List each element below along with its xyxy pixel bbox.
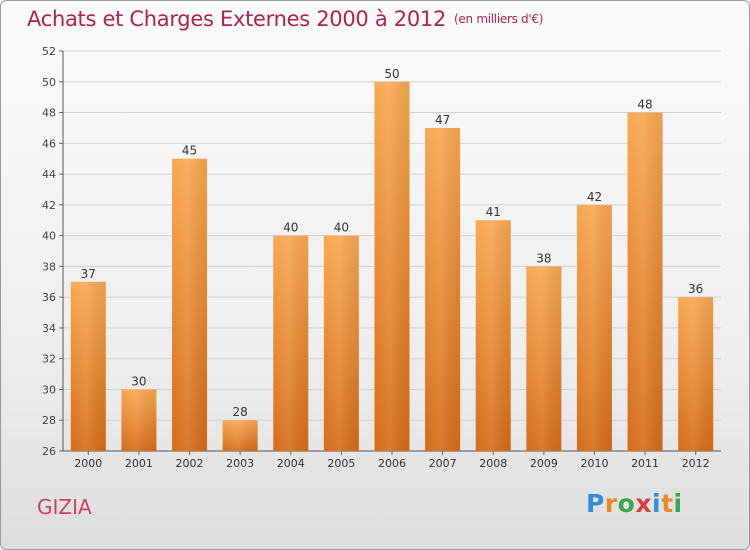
- logo-letter: i: [673, 489, 683, 518]
- x-tick-label: 2003: [226, 457, 254, 470]
- bars: [70, 81, 714, 452]
- logo-letter: t: [661, 489, 674, 518]
- x-tick-label: 2006: [378, 457, 406, 470]
- logo-letter: i: [652, 489, 662, 518]
- logo-letter: o: [617, 489, 636, 518]
- y-tick-label: 30: [42, 383, 56, 396]
- logo-letter: r: [604, 489, 618, 518]
- y-tick-label: 48: [42, 107, 56, 120]
- bar-shine: [678, 297, 714, 451]
- y-tick-label: 34: [42, 322, 56, 335]
- y-tick-label: 32: [42, 353, 56, 366]
- chart-title: Achats et Charges Externes 2000 à 2012 (e…: [27, 7, 543, 31]
- axes: 26 28 30 32 34 36 38 40 42 44 46 48 50 52 2000 2001 2002…: [42, 45, 721, 470]
- bar-value-label: 45: [182, 144, 197, 158]
- logo-letter: x: [635, 489, 652, 518]
- x-tick-label: 2002: [176, 457, 204, 470]
- bar-shine: [222, 420, 258, 451]
- x-tick-label: 2000: [74, 457, 102, 470]
- bar-value-label: 41: [486, 205, 501, 219]
- bar-shine: [576, 204, 612, 451]
- y-tick-label: 50: [42, 76, 56, 89]
- x-tick-label: 2008: [479, 457, 507, 470]
- data-labels: 37 30 45 28 40 40 50 47 41 38 42 48 36: [81, 67, 704, 419]
- bar-shine: [121, 389, 157, 451]
- y-tick-label: 52: [42, 45, 56, 58]
- proxiti-logo[interactable]: Proxiti: [586, 489, 683, 518]
- bar-value-label: 36: [688, 282, 703, 296]
- x-tick-label: 2004: [277, 457, 305, 470]
- bar-value-label: 30: [131, 374, 146, 388]
- y-tick-label: 36: [42, 291, 56, 304]
- bar-shine: [374, 81, 410, 452]
- x-tick-label: 2009: [530, 457, 558, 470]
- y-tick-label: 40: [42, 230, 56, 243]
- y-tick-label: 46: [42, 137, 56, 150]
- bar-value-label: 42: [587, 190, 602, 204]
- bar-shine: [526, 266, 562, 451]
- bar-shine: [70, 281, 106, 451]
- commune-name: GIZIA: [37, 495, 92, 519]
- bar-value-label: 40: [334, 221, 349, 235]
- bar-value-label: 28: [233, 405, 248, 419]
- y-tick-label: 26: [42, 445, 56, 458]
- bar-shine: [627, 112, 663, 452]
- x-tick-label: 2001: [125, 457, 153, 470]
- y-tick-label: 42: [42, 199, 56, 212]
- x-tick-label: 2005: [327, 457, 355, 470]
- chart-unit: (en milliers d'€): [454, 12, 544, 26]
- bar-shine: [172, 158, 208, 451]
- x-tick-label: 2007: [429, 457, 457, 470]
- bar-shine: [475, 220, 511, 451]
- bar-value-label: 38: [536, 251, 551, 265]
- bar-value-label: 48: [637, 98, 652, 112]
- x-tick-label: 2012: [682, 457, 710, 470]
- bar-value-label: 50: [384, 67, 399, 81]
- y-tick-label: 38: [42, 260, 56, 273]
- y-tick-label: 28: [42, 414, 56, 427]
- bar-value-label: 37: [81, 267, 96, 281]
- x-tick-label: 2011: [631, 457, 659, 470]
- bar-shine: [273, 235, 309, 451]
- logo-letter: P: [586, 489, 605, 518]
- bar-shine: [425, 127, 461, 451]
- bar-shine: [323, 235, 359, 451]
- y-tick-label: 44: [42, 168, 56, 181]
- chart-title-text: Achats et Charges Externes 2000 à 2012: [27, 7, 447, 31]
- x-tick-label: 2010: [580, 457, 608, 470]
- bar-value-label: 47: [435, 113, 450, 127]
- bar-value-label: 40: [283, 221, 298, 235]
